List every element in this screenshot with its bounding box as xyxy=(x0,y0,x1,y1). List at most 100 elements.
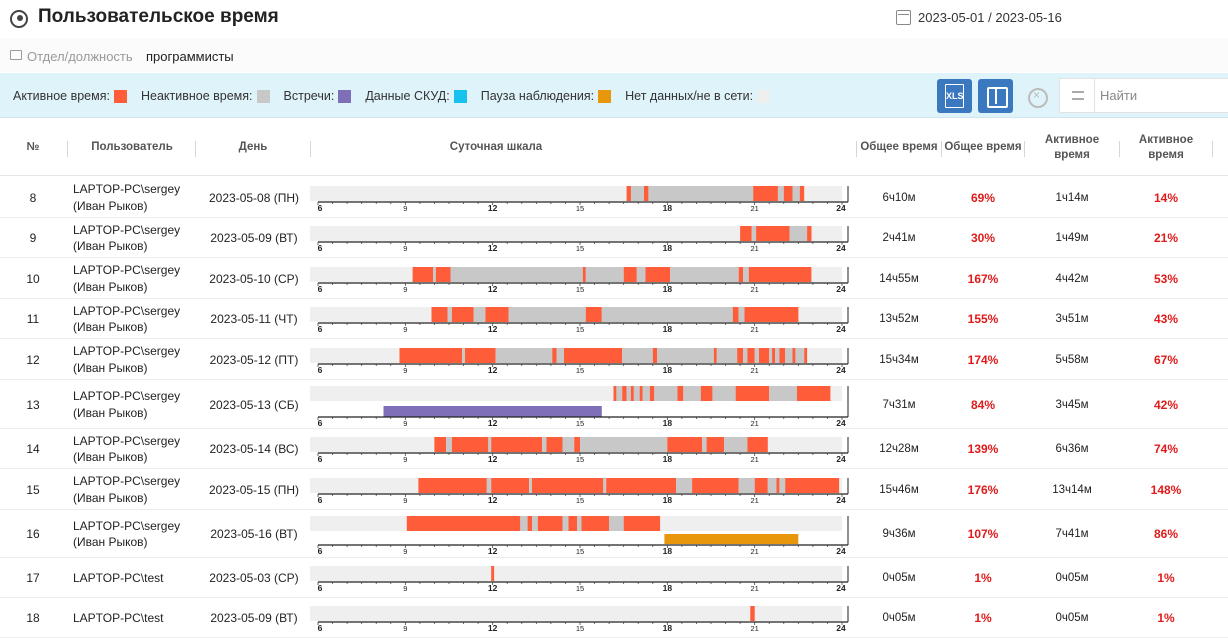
scale-tick-label: 6 xyxy=(318,546,323,556)
inactive-segment xyxy=(609,516,624,531)
table-row[interactable]: 10 LAPTOP-PC\sergey (Иван Рыков) 2023-05-10… xyxy=(0,258,1228,299)
export-xls-button[interactable]: XLS xyxy=(937,79,972,113)
table-row[interactable]: 11 LAPTOP-PC\sergey (Иван Рыков) 2023-05-11… xyxy=(0,299,1228,339)
daily-scale: 6 9 12 15 18 21 24 xyxy=(310,469,852,510)
columns-toggle-button[interactable] xyxy=(978,79,1013,113)
equals-icon[interactable] xyxy=(1072,91,1084,100)
active-segment xyxy=(740,226,752,241)
legend-item: Пауза наблюдения: xyxy=(481,89,612,103)
row-active-pct: 43% xyxy=(1153,312,1179,326)
scale-tick-label: 9 xyxy=(403,204,407,213)
inactive-segment xyxy=(738,307,745,322)
meeting-segment xyxy=(383,406,602,417)
active-segment xyxy=(799,186,805,201)
department-icon xyxy=(10,50,22,60)
row-total-time: 7ч31м xyxy=(882,398,916,411)
scale-tick-label: 21 xyxy=(750,419,758,428)
scale-tick-label: 12 xyxy=(488,365,498,375)
reset-filter-button[interactable]: × xyxy=(1019,79,1054,113)
active-segment xyxy=(692,478,739,493)
filter-value[interactable]: программисты xyxy=(146,49,234,64)
scale-tick-label: 6 xyxy=(318,324,323,334)
table-row[interactable]: 12 LAPTOP-PC\sergey (Иван Рыков) 2023-05-12… xyxy=(0,339,1228,380)
row-day: 2023-05-03 (СР) xyxy=(209,571,299,585)
inactive-segment xyxy=(754,348,760,363)
active-segment xyxy=(412,267,433,282)
daily-scale: 6 9 12 15 18 21 24 xyxy=(310,299,852,339)
table-row[interactable]: 16 LAPTOP-PC\sergey (Иван Рыков) 2023-05-16… xyxy=(0,510,1228,558)
col-scale-header[interactable]: Суточная шкала xyxy=(449,141,543,154)
user-login: LAPTOP-PC\sergey xyxy=(73,389,181,404)
inactive-segment xyxy=(683,386,701,401)
inactive-segment xyxy=(508,307,586,322)
date-range-picker[interactable]: 2023-05-01 / 2023-05-16 xyxy=(918,10,1062,25)
inactive-segment xyxy=(580,437,668,452)
scale-tick-label: 9 xyxy=(403,496,407,505)
inactive-segment xyxy=(767,478,777,493)
col-user-header[interactable]: Пользователь xyxy=(91,141,173,154)
scale-tick-label: 24 xyxy=(836,546,846,556)
scale-tick-label: 6 xyxy=(318,583,323,593)
filter-label[interactable]: Отдел/должность xyxy=(27,49,133,64)
row-day: 2023-05-10 (СР) xyxy=(209,271,299,286)
inactive-segment xyxy=(712,386,736,401)
col-active-header[interactable]: Активное время xyxy=(1044,133,1100,161)
active-segment xyxy=(776,478,780,493)
row-total-time: 15ч46м xyxy=(879,483,919,496)
nodata-background xyxy=(310,226,842,241)
scale-tick-label: 18 xyxy=(663,623,673,633)
col-total-pct-header[interactable]: Общее время xyxy=(944,141,1022,154)
inactive-segment xyxy=(542,437,547,452)
active-segment xyxy=(713,348,717,363)
active-segment xyxy=(735,386,770,401)
active-segment xyxy=(700,386,713,401)
scale-tick-label: 6 xyxy=(318,454,323,464)
legend-swatch xyxy=(453,89,467,103)
column-divider xyxy=(195,141,196,157)
user-login: LAPTOP-PC\test xyxy=(73,610,164,625)
table-row[interactable]: 15 LAPTOP-PC\sergey (Иван Рыков) 2023-05-15… xyxy=(0,469,1228,510)
table-row[interactable]: 8 LAPTOP-PC\sergey (Иван Рыков) 2023-05-08 … xyxy=(0,177,1228,218)
active-segment xyxy=(552,348,557,363)
search-divider xyxy=(1094,79,1095,112)
active-segment xyxy=(418,478,487,493)
table-row[interactable]: 17 LAPTOP-PC\test 2023-05-03 (СР) 6 9 12 15 18 2… xyxy=(0,558,1228,598)
legend-item: Встречи: xyxy=(284,89,352,103)
inactive-segment xyxy=(585,267,624,282)
pause-segment xyxy=(664,534,799,544)
scale-tick-label: 9 xyxy=(403,244,407,253)
daily-scale: 6 9 12 15 18 21 24 xyxy=(310,218,852,258)
active-segment xyxy=(754,478,768,493)
inactive-segment xyxy=(778,186,784,201)
table-row[interactable]: 13 LAPTOP-PC\sergey (Иван Рыков) 2023-05-13… xyxy=(0,380,1228,429)
calendar-icon[interactable] xyxy=(896,10,911,25)
inactive-segment xyxy=(670,267,739,282)
active-segment xyxy=(564,348,623,363)
inactive-segment xyxy=(716,348,738,363)
scale-tick-label: 24 xyxy=(836,365,846,375)
active-segment xyxy=(434,437,446,452)
scale-tick-label: 18 xyxy=(663,418,673,428)
row-number: 11 xyxy=(26,312,40,326)
table-row[interactable]: 18 LAPTOP-PC\test 2023-05-09 (ВТ) 6 9 12 15 18 2… xyxy=(0,598,1228,638)
active-segment xyxy=(431,307,448,322)
table-row[interactable]: 9 LAPTOP-PC\sergey (Иван Рыков) 2023-05-09 … xyxy=(0,218,1228,258)
active-segment xyxy=(804,348,808,363)
col-total-header[interactable]: Общее время xyxy=(860,141,938,154)
scale-tick-label: 18 xyxy=(663,583,673,593)
col-day-header[interactable]: День xyxy=(238,141,268,154)
active-segment xyxy=(532,478,604,493)
row-active-pct: 148% xyxy=(1150,482,1182,497)
inactive-segment xyxy=(633,386,640,401)
search-input[interactable] xyxy=(1100,81,1225,110)
scale-tick-label: 15 xyxy=(576,455,584,464)
scale-tick-label: 18 xyxy=(663,495,673,505)
active-segment xyxy=(759,348,770,363)
col-num-header[interactable]: № xyxy=(26,141,40,154)
col-active-pct-header[interactable]: Активное время xyxy=(1138,133,1194,161)
column-divider xyxy=(67,141,68,157)
scale-tick-label: 15 xyxy=(576,496,584,505)
row-user: LAPTOP-PC\sergey (Иван Рыков) xyxy=(73,299,198,339)
inactive-segment xyxy=(450,267,583,282)
table-row[interactable]: 14 LAPTOP-PC\sergey (Иван Рыков) 2023-05-14… xyxy=(0,429,1228,469)
